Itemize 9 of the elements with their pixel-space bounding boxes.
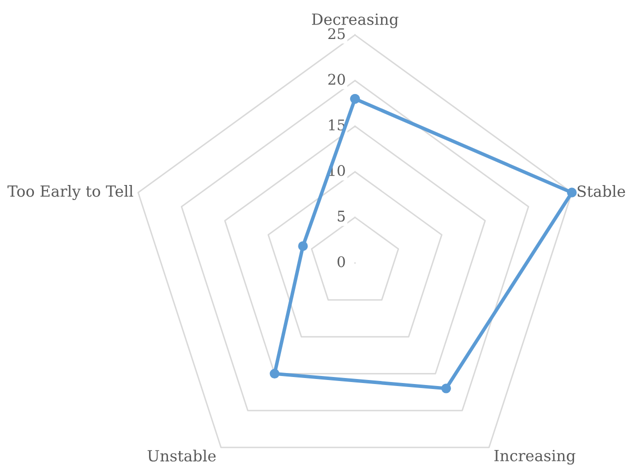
y-tick-label: 0 [338,256,345,268]
y-tick-label: 5 [338,210,345,222]
spoke-label: Too Early to Tell [8,185,134,200]
y-tick-label: 20 [328,74,345,85]
spoke-label: Stable [578,185,626,197]
y-tick-label: 25 [328,28,345,40]
spoke-label: Decreasing [312,14,398,28]
spoke-label: Increasing [494,450,576,465]
spoke-label: Unstable [148,450,216,462]
